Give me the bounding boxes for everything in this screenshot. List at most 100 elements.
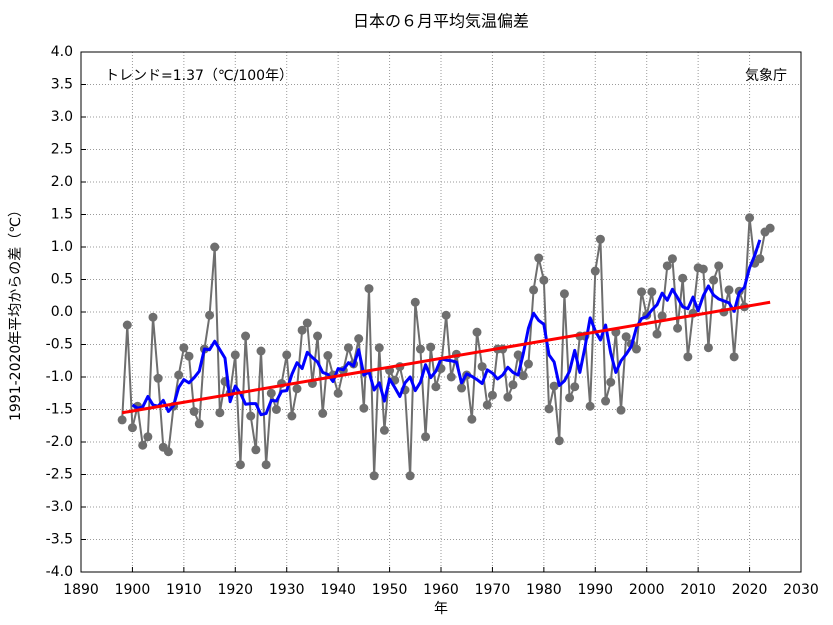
data-point bbox=[549, 381, 559, 391]
data-point bbox=[523, 359, 533, 369]
data-point bbox=[235, 460, 245, 470]
data-point bbox=[513, 350, 523, 360]
data-point bbox=[415, 344, 425, 354]
x-tick-label: 2010 bbox=[680, 582, 716, 598]
data-point bbox=[482, 400, 492, 410]
y-tick-label: 1.5 bbox=[51, 207, 73, 223]
data-point bbox=[369, 471, 379, 481]
data-point bbox=[318, 408, 328, 418]
data-point bbox=[678, 273, 688, 283]
trend-line bbox=[121, 300, 771, 415]
data-point bbox=[529, 285, 539, 295]
trend-annotation: トレンド=1.37（℃/100年） bbox=[105, 68, 293, 84]
y-tick-label: -3.5 bbox=[46, 532, 73, 548]
data-point bbox=[313, 331, 323, 341]
x-tick-label: 1910 bbox=[166, 582, 202, 598]
data-point bbox=[261, 460, 271, 470]
x-tick-label: 1920 bbox=[217, 582, 253, 598]
data-point bbox=[359, 403, 369, 413]
y-tick-label: 0.5 bbox=[51, 272, 73, 288]
data-point bbox=[544, 404, 554, 414]
data-point bbox=[698, 264, 708, 274]
y-tick-label: -2.0 bbox=[46, 434, 73, 450]
y-tick-label: -2.5 bbox=[46, 467, 73, 483]
data-point bbox=[667, 254, 677, 264]
data-point bbox=[714, 261, 724, 271]
y-tick-label: 1.0 bbox=[51, 239, 73, 255]
data-point bbox=[343, 343, 353, 353]
data-point bbox=[673, 323, 683, 333]
y-tick-label: 3.0 bbox=[51, 109, 73, 125]
x-tick-label: 1890 bbox=[63, 582, 99, 598]
data-point bbox=[637, 287, 647, 297]
data-point bbox=[143, 432, 153, 442]
data-point bbox=[405, 471, 415, 481]
y-tick-label: 4.0 bbox=[51, 44, 73, 60]
data-point bbox=[441, 310, 451, 320]
data-point bbox=[421, 432, 431, 442]
y-tick-label: -4.0 bbox=[46, 564, 73, 580]
data-point bbox=[297, 325, 307, 335]
x-tick-label: 1960 bbox=[423, 582, 459, 598]
y-tick-label: -0.5 bbox=[46, 337, 73, 353]
chart-title: 日本の６月平均気温偏差 bbox=[353, 12, 529, 31]
y-tick-label: 2.5 bbox=[51, 142, 73, 158]
data-point bbox=[256, 346, 266, 356]
data-point bbox=[539, 275, 549, 285]
data-point bbox=[554, 436, 564, 446]
x-tick-label: 1940 bbox=[320, 582, 356, 598]
data-point bbox=[122, 320, 132, 330]
data-point bbox=[457, 383, 467, 393]
data-point bbox=[379, 425, 389, 435]
source-annotation: 気象庁 bbox=[745, 68, 787, 84]
data-point bbox=[410, 297, 420, 307]
data-point bbox=[601, 396, 611, 406]
data-point bbox=[333, 388, 343, 398]
data-point bbox=[534, 253, 544, 263]
data-point bbox=[477, 362, 487, 372]
y-axis-label: 1991-2020年平均からの差（℃） bbox=[8, 203, 24, 421]
x-tick-label: 1970 bbox=[475, 582, 511, 598]
data-point bbox=[508, 380, 518, 390]
x-tick-label: 1900 bbox=[115, 582, 151, 598]
data-point bbox=[724, 285, 734, 295]
data-point bbox=[487, 390, 497, 400]
x-tick-label: 1950 bbox=[372, 582, 408, 598]
data-point bbox=[559, 289, 569, 299]
data-point bbox=[518, 371, 528, 381]
data-point bbox=[210, 242, 220, 252]
data-point bbox=[374, 343, 384, 353]
data-point bbox=[616, 405, 626, 415]
data-point bbox=[472, 327, 482, 337]
data-point bbox=[446, 372, 456, 382]
x-tick-label: 2000 bbox=[629, 582, 665, 598]
data-point bbox=[194, 419, 204, 429]
data-point bbox=[287, 411, 297, 421]
data-point bbox=[127, 423, 137, 433]
data-point bbox=[652, 329, 662, 339]
data-point bbox=[179, 343, 189, 353]
data-point bbox=[292, 384, 302, 394]
data-point bbox=[703, 343, 713, 353]
data-point bbox=[565, 393, 575, 403]
plot-marks bbox=[117, 213, 775, 481]
data-point bbox=[657, 311, 667, 321]
data-point bbox=[745, 213, 755, 223]
x-tick-label: 1930 bbox=[269, 582, 305, 598]
data-point bbox=[590, 266, 600, 276]
data-point bbox=[729, 352, 739, 362]
data-point bbox=[205, 310, 215, 320]
data-point bbox=[271, 405, 281, 414]
y-tick-label: 3.5 bbox=[51, 77, 73, 93]
data-point bbox=[709, 275, 719, 285]
data-point bbox=[174, 370, 184, 380]
data-point bbox=[426, 342, 436, 352]
data-point bbox=[755, 254, 765, 264]
y-tick-label: -3.0 bbox=[46, 499, 73, 515]
plot-frame bbox=[80, 51, 802, 573]
data-point bbox=[148, 312, 158, 322]
data-point bbox=[662, 261, 672, 271]
data-point bbox=[241, 331, 251, 341]
data-point bbox=[606, 377, 616, 387]
data-point bbox=[184, 351, 194, 361]
